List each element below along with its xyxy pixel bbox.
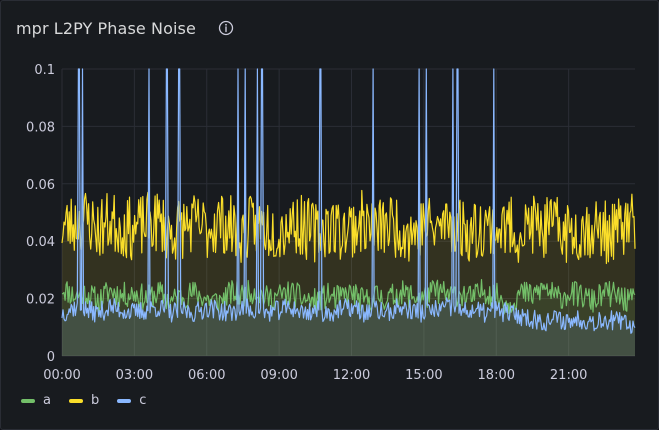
x-tick-label: 21:00	[550, 368, 587, 383]
panel-header: mpr L2PY Phase Noise	[16, 16, 234, 40]
x-tick-label: 12:00	[333, 368, 370, 383]
legend-swatch-a	[21, 398, 35, 403]
panel-title: mpr L2PY Phase Noise	[16, 18, 196, 38]
x-tick-label: 03:00	[116, 368, 153, 383]
x-tick-label: 18:00	[478, 368, 515, 383]
y-tick-label: 0.02	[26, 293, 55, 308]
series-c-area	[62, 69, 635, 356]
y-tick-label: 0	[47, 350, 55, 365]
legend-item-b[interactable]: b	[68, 393, 100, 408]
y-tick-label: 0.1	[34, 63, 55, 78]
y-tick-label: 0.04	[26, 235, 55, 250]
series-c-line	[61, 68, 636, 334]
legend-swatch-c	[117, 398, 132, 403]
y-tick-label: 0.08	[26, 120, 55, 135]
series-a-line	[61, 279, 636, 315]
y-tick-label: 0.06	[26, 178, 55, 193]
legend-label-c: c	[139, 393, 147, 408]
legend-item-c[interactable]: c	[117, 393, 146, 408]
x-tick-label: 09:00	[260, 368, 297, 383]
legend-label-b: b	[90, 393, 100, 408]
legend-swatch-b	[68, 398, 83, 403]
x-tick-label: 15:00	[405, 368, 442, 383]
info-circle-icon[interactable]	[218, 20, 234, 36]
legend: a b c	[21, 393, 164, 408]
x-tick-label: 00:00	[43, 368, 80, 383]
legend-label-a: a	[43, 393, 51, 408]
line-chart[interactable]: 0 0.02 0.04 0.06 0.08 0.1 00:00 03:00 06:00 09:00…	[1, 1, 658, 386]
series-b-line	[61, 189, 636, 265]
x-tick-label: 06:00	[188, 368, 225, 383]
legend-item-a[interactable]: a	[21, 393, 51, 408]
